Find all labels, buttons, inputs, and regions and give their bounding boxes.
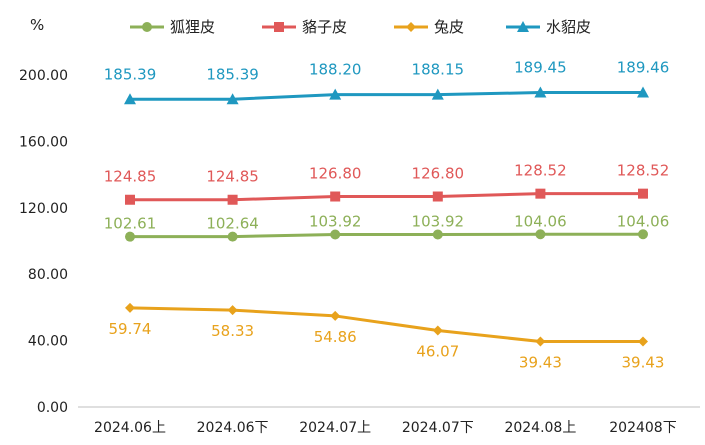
series-line: [130, 90, 644, 101]
y-tick-label: 160.00: [19, 134, 68, 150]
data-point: [432, 229, 443, 240]
data-point: [638, 336, 648, 347]
chart-series: 102.61 102.64 103.92 103.92 104.06 104.06 124.…: [104, 58, 670, 371]
y-tick-label: 0.00: [37, 400, 68, 416]
data-label: 185.39: [206, 65, 259, 83]
x-axis-tick-labels: 2024.06上 2024.06下 2024.07上 2024.07下 2024.08上…: [94, 420, 677, 436]
legend-marker: [517, 21, 529, 32]
data-point: [638, 188, 648, 199]
data-label: 46.07: [416, 343, 459, 361]
data-label: 126.80: [309, 165, 362, 183]
x-tick-label: 2024.08上: [504, 420, 576, 436]
x-tick-label: 2024.06下: [197, 420, 269, 436]
x-tick-label: 202408下: [609, 420, 676, 436]
series-group: 124.85 124.85 126.80 126.80 128.52 128.52: [104, 162, 670, 205]
data-point: [125, 302, 135, 313]
data-point: [637, 86, 649, 98]
data-label: 39.43: [622, 354, 665, 372]
data-label: 102.61: [104, 215, 157, 233]
data-label: 39.43: [519, 354, 562, 372]
data-point: [124, 93, 136, 105]
legend-label: 兔皮: [434, 18, 464, 36]
data-label: 185.39: [104, 65, 157, 83]
data-label: 103.92: [309, 212, 362, 230]
data-label: 128.52: [514, 162, 567, 180]
y-tick-label: 200.00: [19, 68, 68, 84]
data-label: 124.85: [104, 168, 157, 186]
chart-legend: 狐狸皮 貉子皮 兔皮 水貂皮: [130, 18, 591, 36]
data-label: 188.15: [412, 61, 465, 79]
x-tick-label: 2024.07下: [402, 420, 474, 436]
data-point: [330, 310, 341, 321]
data-label: 104.06: [617, 212, 670, 230]
series-line: [130, 192, 643, 202]
y-tick-label: 80.00: [28, 267, 68, 283]
data-point: [330, 191, 341, 202]
data-label: 189.45: [514, 59, 567, 77]
data-label: 104.06: [514, 212, 567, 230]
data-point: [432, 325, 443, 336]
data-label: 102.64: [206, 215, 259, 233]
data-point: [125, 231, 135, 242]
y-tick-label: 40.00: [28, 334, 68, 350]
data-point: [125, 194, 135, 205]
series-line: [129, 232, 643, 239]
data-point: [227, 231, 238, 242]
data-point: [534, 86, 547, 98]
data-point: [432, 191, 443, 202]
data-label: 189.46: [617, 58, 670, 76]
data-label: 103.92: [412, 212, 465, 230]
data-point: [638, 229, 648, 240]
y-axis-unit-label: %: [30, 16, 44, 34]
series-group: 59.74 58.33 54.86 46.07 39.43 39.43: [109, 302, 665, 372]
data-point: [330, 229, 341, 240]
data-label: 128.52: [617, 162, 670, 180]
x-tick-label: 2024.06上: [94, 420, 166, 436]
data-point: [535, 188, 546, 199]
legend-label: 水貂皮: [546, 18, 591, 36]
data-point: [227, 305, 238, 316]
data-label: 58.33: [211, 322, 254, 340]
data-point: [226, 93, 239, 105]
data-label: 126.80: [412, 165, 465, 183]
data-point: [227, 194, 238, 205]
data-label: 124.85: [206, 168, 259, 186]
data-point: [535, 229, 546, 240]
y-tick-label: 120.00: [19, 201, 68, 217]
data-label: 54.86: [314, 328, 357, 346]
series-line: [129, 306, 643, 344]
legend-label: 狐狸皮: [170, 18, 215, 36]
legend-marker: [406, 22, 416, 32]
legend-marker: [142, 22, 152, 32]
data-label: 59.74: [109, 320, 152, 338]
data-label: 188.20: [309, 61, 362, 79]
x-tick-label: 2024.07上: [299, 420, 371, 436]
series-group: 185.39 185.39 188.20 188.15 189.45 189.46: [104, 58, 670, 105]
legend-label: 貉子皮: [302, 18, 347, 36]
y-axis-tick-labels: 0.00 40.00 80.00 120.00 160.00 200.00: [19, 68, 68, 416]
data-point: [431, 88, 444, 100]
data-point: [329, 88, 342, 100]
series-group: 102.61 102.64 103.92 103.92 104.06 104.06: [104, 212, 670, 242]
legend-marker: [274, 22, 284, 32]
data-point: [535, 336, 546, 347]
